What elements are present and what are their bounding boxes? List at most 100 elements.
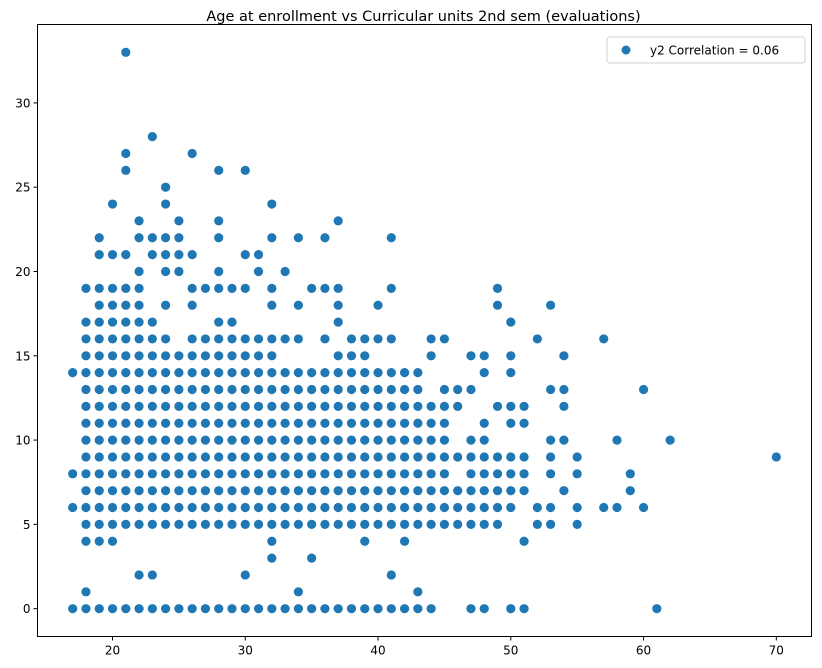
x-tick-label: 20 <box>105 644 120 658</box>
data-point <box>546 452 556 462</box>
data-point <box>506 401 516 411</box>
data-point <box>293 604 303 614</box>
data-point <box>519 486 529 496</box>
data-point <box>280 368 290 378</box>
data-point <box>94 250 104 260</box>
data-point <box>346 418 357 428</box>
data-point <box>107 469 118 479</box>
data-point <box>147 401 157 411</box>
data-point <box>161 182 171 192</box>
data-point <box>94 368 104 378</box>
data-point <box>94 519 104 529</box>
data-point <box>174 486 184 496</box>
data-point <box>399 384 410 395</box>
data-point <box>373 384 383 395</box>
data-point <box>107 317 118 327</box>
data-point <box>413 587 423 597</box>
data-point <box>492 283 503 293</box>
data-point <box>147 250 157 260</box>
data-point <box>479 604 489 614</box>
data-point <box>81 283 91 293</box>
data-point <box>333 519 343 529</box>
data-point <box>107 334 118 344</box>
data-point <box>360 435 370 445</box>
data-point <box>346 334 357 344</box>
data-point <box>280 334 290 344</box>
data-point <box>320 435 330 445</box>
data-point <box>519 418 529 428</box>
data-point <box>227 486 237 496</box>
data-point <box>240 519 250 529</box>
data-point <box>426 334 436 344</box>
data-point <box>227 317 237 327</box>
data-point <box>399 435 410 445</box>
data-point <box>267 502 277 513</box>
data-point <box>413 368 423 378</box>
y-tick-label: 0 <box>23 602 31 616</box>
data-point <box>492 401 503 411</box>
data-point <box>453 401 463 411</box>
data-point <box>81 502 91 513</box>
data-point <box>559 384 569 395</box>
data-point <box>307 384 317 395</box>
data-point <box>227 384 237 395</box>
data-point <box>280 486 290 496</box>
data-point <box>386 401 396 411</box>
data-point <box>187 604 197 614</box>
data-point <box>399 486 410 496</box>
data-point <box>466 519 476 529</box>
data-point <box>293 334 303 344</box>
data-point <box>293 452 303 462</box>
data-point <box>81 486 91 496</box>
data-point <box>320 401 330 411</box>
data-point <box>267 435 277 445</box>
data-point <box>386 418 396 428</box>
data-point <box>612 502 622 513</box>
data-point <box>227 283 237 293</box>
data-point <box>107 604 118 614</box>
data-point <box>134 266 144 277</box>
data-point <box>214 233 224 243</box>
data-point <box>161 384 171 395</box>
data-point <box>307 486 317 496</box>
data-point <box>320 604 330 614</box>
x-tick-label: 70 <box>769 644 784 658</box>
data-point <box>506 486 516 496</box>
data-point <box>386 469 396 479</box>
x-tick-label: 50 <box>503 644 518 658</box>
y-tick-label: 15 <box>15 349 30 363</box>
data-point <box>546 435 556 445</box>
data-point <box>267 384 277 395</box>
data-point <box>426 519 436 529</box>
data-point <box>267 553 277 563</box>
data-point <box>134 317 144 327</box>
data-point <box>307 452 317 462</box>
data-point <box>532 519 542 529</box>
data-point <box>466 452 476 462</box>
data-point <box>333 317 343 327</box>
data-point <box>214 452 224 462</box>
data-point <box>439 486 450 496</box>
data-point <box>360 536 370 546</box>
data-point <box>652 604 662 614</box>
data-point <box>161 300 171 310</box>
data-point <box>320 233 330 243</box>
data-point <box>267 401 277 411</box>
data-point <box>81 469 91 479</box>
data-point <box>134 384 144 395</box>
data-point <box>413 384 423 395</box>
data-point <box>200 368 211 378</box>
data-point <box>665 435 675 445</box>
data-point <box>187 435 197 445</box>
data-point <box>107 250 118 260</box>
data-point <box>161 469 171 479</box>
data-point <box>187 519 197 529</box>
data-point <box>68 604 78 614</box>
data-point <box>466 384 476 395</box>
data-point <box>174 502 184 513</box>
data-point <box>546 502 556 513</box>
data-point <box>214 317 224 327</box>
data-point <box>147 351 157 361</box>
data-point <box>227 418 237 428</box>
data-point <box>532 334 542 344</box>
